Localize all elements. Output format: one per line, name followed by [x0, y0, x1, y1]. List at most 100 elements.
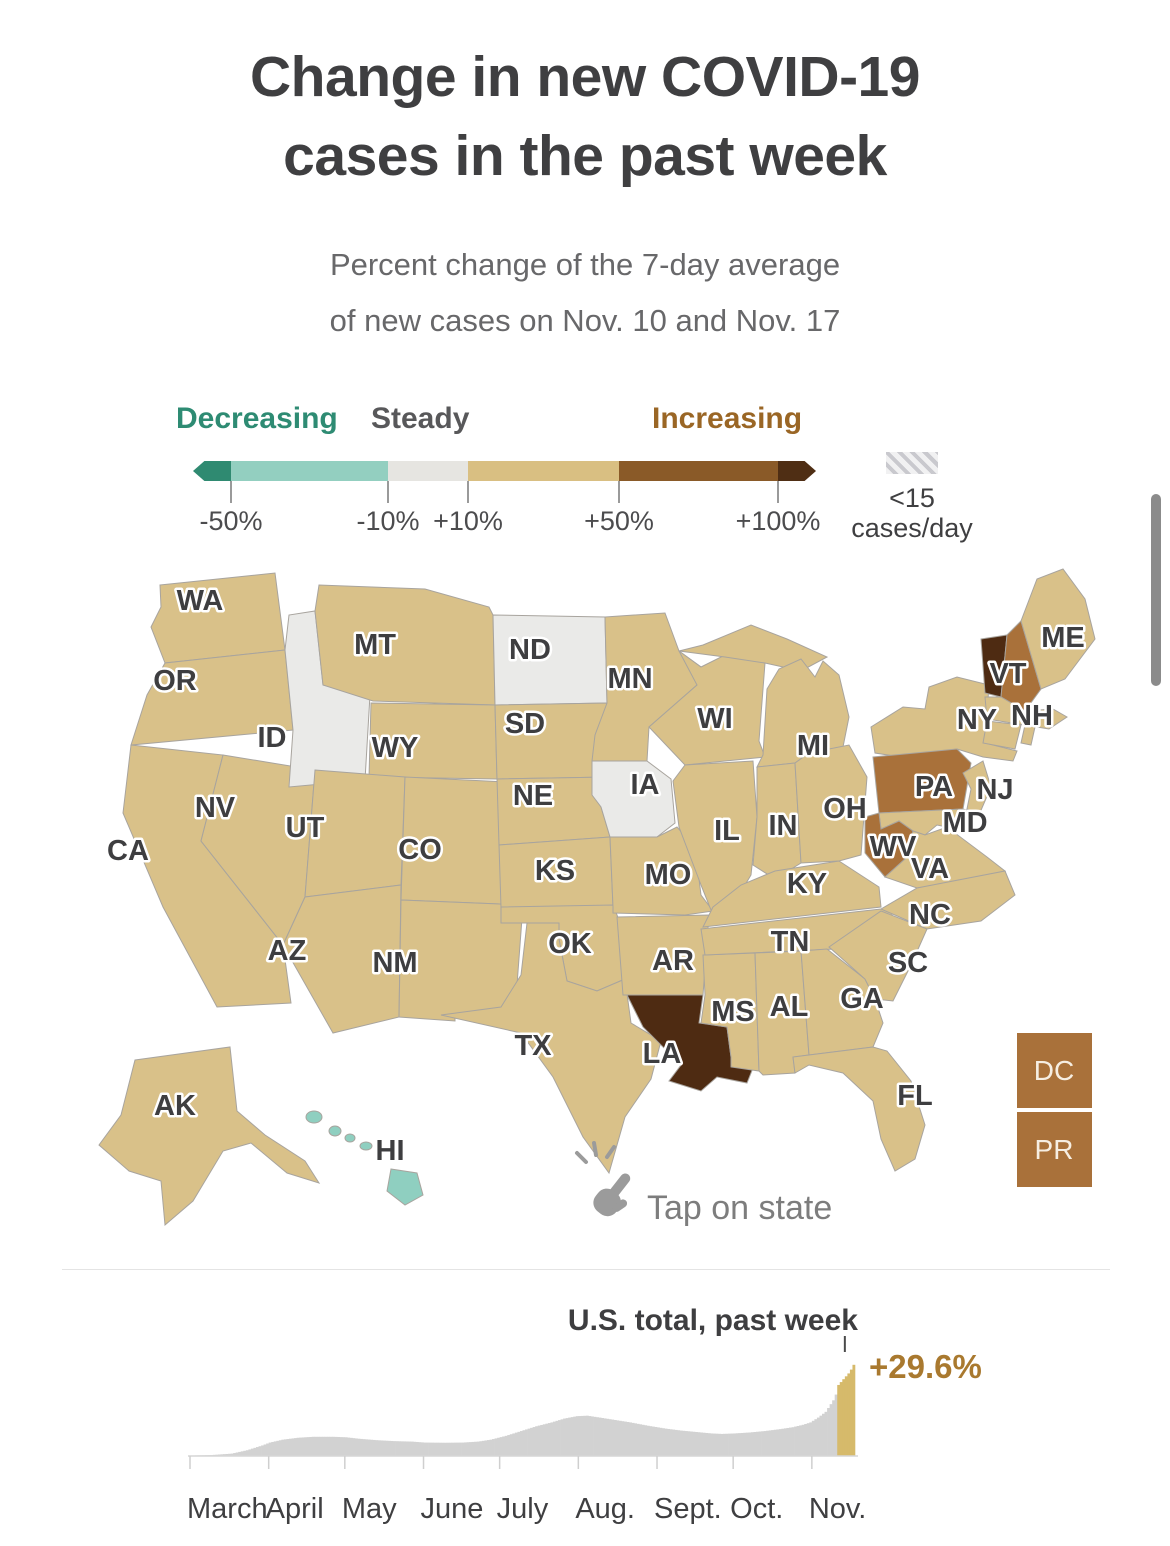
area-bar: [370, 1439, 374, 1456]
state-label-AR: AR: [652, 945, 694, 977]
state-OR[interactable]: [130, 649, 294, 746]
state-label-NE: NE: [513, 780, 553, 812]
area-bar-past-week: [847, 1373, 851, 1456]
area-bar: [585, 1415, 589, 1456]
state-PA[interactable]: [872, 748, 972, 814]
state-HI[interactable]: [386, 1168, 424, 1206]
area-bar: [624, 1421, 627, 1456]
legend-tick-mark: [777, 481, 779, 503]
area-bar: [705, 1432, 709, 1456]
scrollbar-thumb[interactable]: [1151, 494, 1161, 686]
page-subtitle-line1: Percent change of the 7-day average: [329, 247, 841, 282]
state-CT[interactable]: [982, 720, 1022, 750]
state-NJ[interactable]: [962, 760, 992, 816]
area-bar: [801, 1424, 805, 1456]
state-MT[interactable]: [314, 584, 496, 706]
state-label-MS: MS: [711, 996, 755, 1028]
state-label-TN: TN: [771, 926, 810, 958]
area-bar: [499, 1437, 503, 1456]
state-SC[interactable]: [828, 910, 928, 1002]
x-axis-label-July: July: [497, 1493, 549, 1525]
area-bar: [563, 1418, 566, 1456]
state-label-NM: NM: [372, 947, 417, 979]
state-label-GA: GA: [840, 983, 884, 1015]
state-AZ[interactable]: [282, 884, 402, 1034]
legend-tick-label: +10%: [433, 506, 503, 536]
state-MA[interactable]: [984, 696, 1068, 730]
area-bar: [352, 1438, 356, 1456]
area-bar: [349, 1437, 353, 1456]
area-bar: [522, 1430, 526, 1456]
area-bar-past-week: [837, 1384, 841, 1456]
state-NH[interactable]: [1000, 620, 1042, 712]
state-OH[interactable]: [794, 744, 868, 864]
area-bar: [766, 1430, 769, 1456]
area-bar: [646, 1425, 650, 1456]
state-label-OH: OH: [823, 793, 867, 825]
area-bar: [525, 1429, 528, 1456]
area-bar: [426, 1442, 429, 1456]
state-label-SD: SD: [505, 708, 545, 740]
state-ME[interactable]: [1020, 568, 1096, 690]
state-DE[interactable]: [962, 808, 976, 834]
state-HI[interactable]: [344, 1133, 356, 1143]
legend-label-decreasing: Decreasing: [176, 402, 338, 435]
area-bar: [316, 1436, 320, 1456]
area-bar: [420, 1442, 424, 1456]
area-bar: [540, 1424, 544, 1456]
state-FL[interactable]: [792, 1046, 926, 1172]
area-bar: [253, 1447, 257, 1456]
area-bar: [834, 1394, 838, 1456]
area-bar: [220, 1454, 224, 1456]
x-axis-label-April: April: [266, 1493, 324, 1525]
page-title-line2: cases in the past week: [283, 124, 887, 188]
area-bar: [710, 1433, 714, 1456]
page-subtitle: Percent change of the 7-day average of n…: [0, 237, 1170, 349]
state-label-CA: CA: [107, 835, 149, 867]
area-bar: [738, 1433, 742, 1456]
area-bar: [583, 1415, 587, 1456]
state-label-MT: MT: [354, 629, 396, 661]
state-LA[interactable]: [626, 994, 756, 1092]
area-bar: [436, 1442, 440, 1456]
state-label-FL: FL: [897, 1080, 932, 1112]
area-bar: [342, 1437, 346, 1456]
area-bar: [745, 1432, 749, 1456]
legend-color-scale: [193, 461, 816, 481]
legend-label-increasing: Increasing: [652, 402, 803, 435]
area-bar: [558, 1420, 561, 1456]
state-HI[interactable]: [359, 1141, 373, 1151]
state-KY[interactable]: [702, 860, 882, 928]
area-bar: [255, 1447, 259, 1456]
area-bar: [291, 1438, 295, 1456]
state-TX[interactable]: [440, 922, 662, 1175]
area-bar: [575, 1416, 579, 1456]
legend-hatch-label-2: cases/day: [851, 513, 973, 543]
area-bar: [519, 1431, 523, 1456]
area-bar: [618, 1420, 622, 1456]
state-label-WA: WA: [177, 585, 224, 617]
state-HI[interactable]: [305, 1110, 323, 1124]
area-bar: [700, 1432, 704, 1456]
legend-segment: [468, 461, 619, 481]
territory-box-PR[interactable]: [1017, 1112, 1092, 1187]
state-VA[interactable]: [884, 826, 1007, 889]
x-axis-label-Nov.: Nov.: [809, 1493, 866, 1525]
area-bar: [365, 1439, 368, 1456]
area-bar: [431, 1442, 434, 1456]
area-bar: [223, 1454, 226, 1456]
state-label-OK: OK: [548, 928, 592, 960]
state-HI[interactable]: [328, 1125, 342, 1137]
area-bar: [339, 1437, 343, 1456]
state-RI[interactable]: [1020, 724, 1036, 746]
area-bar: [822, 1413, 825, 1456]
state-label-KY: KY: [787, 868, 827, 900]
territory-box-DC[interactable]: [1017, 1033, 1092, 1108]
area-bar: [309, 1436, 313, 1456]
area-bar: [591, 1416, 594, 1456]
area-bar: [651, 1426, 655, 1456]
state-WI[interactable]: [648, 650, 766, 766]
state-label-LA: LA: [643, 1038, 682, 1070]
state-label-IL: IL: [714, 815, 740, 847]
state-AK[interactable]: [98, 1046, 321, 1227]
